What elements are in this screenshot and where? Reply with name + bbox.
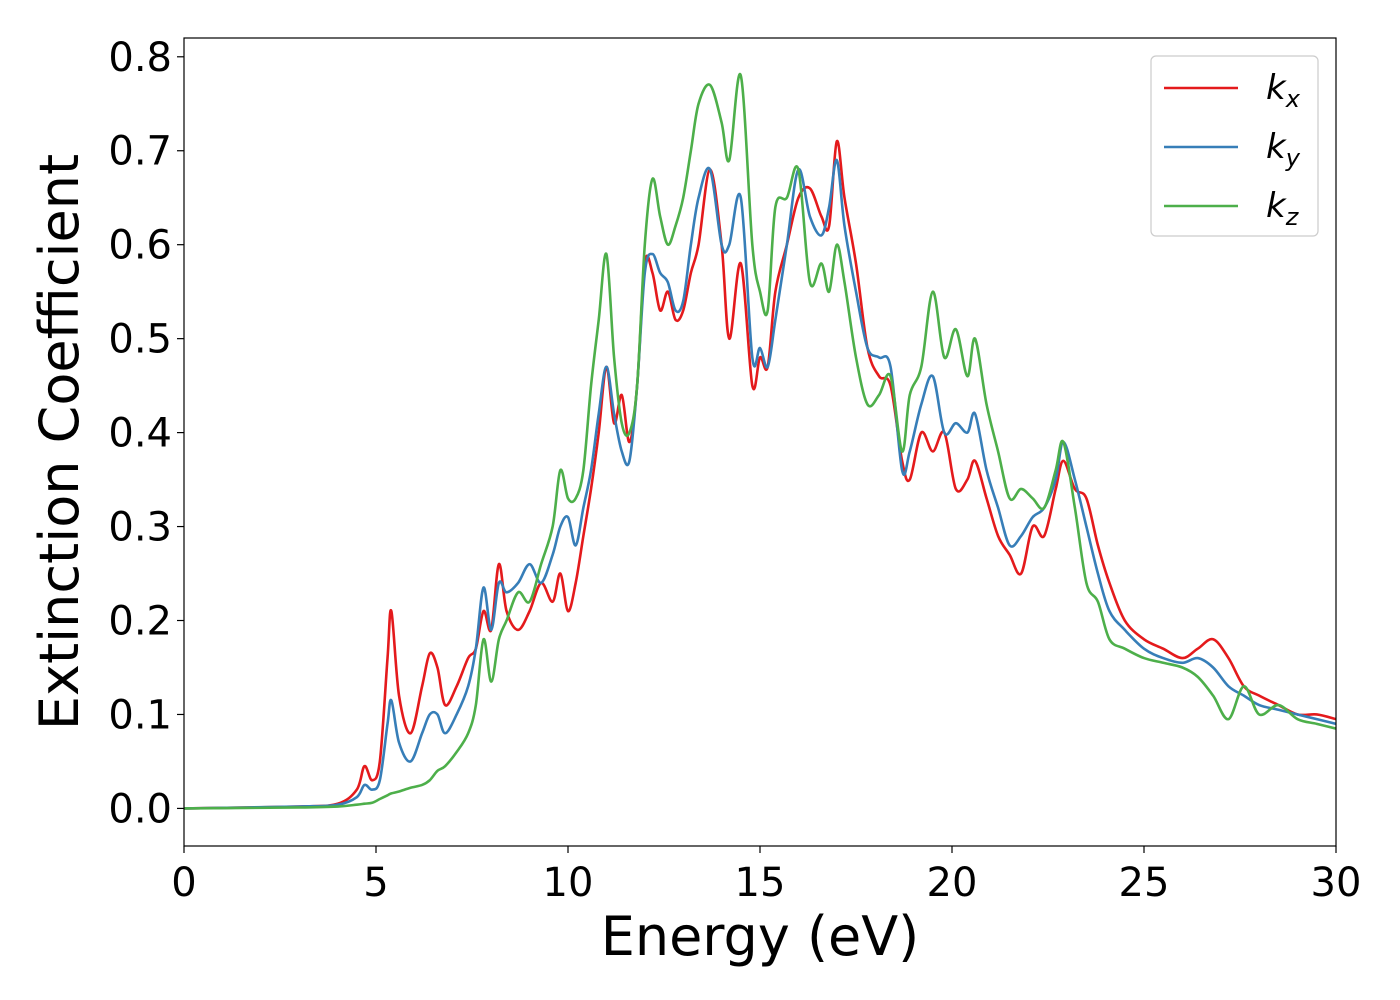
y-tick-label: 0.3 <box>108 505 172 551</box>
y-tick-label: 0.7 <box>108 129 172 175</box>
legend-label-y: ky <box>1266 127 1301 172</box>
series-line-z <box>184 72 1336 810</box>
legend-label-main: k <box>1266 127 1287 167</box>
legend-label-main: k <box>1266 186 1287 226</box>
x-tick-label: 15 <box>735 860 786 906</box>
x-tick-label: 10 <box>543 860 594 906</box>
legend-label-main: k <box>1266 68 1287 108</box>
x-tick-label: 5 <box>363 860 388 906</box>
y-tick-label: 0.5 <box>108 317 172 363</box>
legend-label-z: kz <box>1266 186 1300 231</box>
y-tick-label: 0.4 <box>108 411 172 457</box>
y-tick-label: 0.1 <box>108 692 172 738</box>
x-tick-label: 25 <box>1119 860 1170 906</box>
y-tick-label: 0.0 <box>108 786 172 832</box>
series-layer <box>184 72 1336 810</box>
legend-label-subscript: y <box>1285 144 1301 172</box>
x-axis-ticks: 0 5 10 15 20 25 30 <box>171 846 1361 906</box>
y-axis-title: Extinction Coefficient <box>28 154 91 730</box>
y-tick-label: 0.8 <box>108 35 172 81</box>
series-line-y <box>184 158 1336 810</box>
y-axis-ticks: 0.0 0.1 0.2 0.3 0.4 0.5 0.6 0.7 0.8 <box>108 35 184 832</box>
legend-label-subscript: x <box>1285 85 1301 113</box>
legend-label-x: kx <box>1266 68 1301 113</box>
y-tick-label: 0.2 <box>108 599 172 645</box>
x-axis-title: Energy (eV) <box>601 905 920 968</box>
x-tick-label: 20 <box>927 860 978 906</box>
legend-label-subscript: z <box>1285 203 1300 231</box>
x-tick-label: 30 <box>1311 860 1362 906</box>
y-tick-label: 0.6 <box>108 223 172 269</box>
x-tick-label: 0 <box>171 860 196 906</box>
